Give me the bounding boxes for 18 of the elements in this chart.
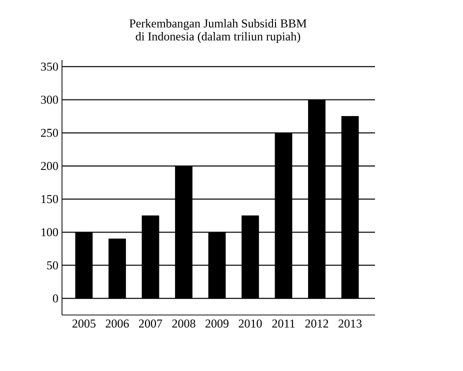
y-tick-label: 0 <box>52 294 58 302</box>
x-tick-label: 2006 <box>106 320 129 328</box>
x-tick-label: 2009 <box>206 320 229 328</box>
x-tick-label: 2010 <box>238 320 262 328</box>
x-tick-label: 2007 <box>139 320 162 328</box>
y-tick-label: 350 <box>41 62 58 71</box>
y-tick-label: 250 <box>41 128 58 137</box>
y-tick-label: 50 <box>47 261 58 270</box>
y-tick-label: 300 <box>41 96 58 104</box>
x-tick-label: 2012 <box>305 320 328 328</box>
chart-title: Perkembangan Jumlah Subsidi BBM di Indonesia (dalam triliun rupiah) <box>130 19 306 43</box>
x-tick-label: 2005 <box>72 320 96 328</box>
x-tick-label: 2013 <box>338 320 362 328</box>
y-tick-label: 200 <box>41 162 58 170</box>
x-tick-label: 2008 <box>172 320 196 328</box>
y-tick-label: 100 <box>42 228 58 236</box>
x-tick-label: 2011 <box>272 320 295 328</box>
y-tick-label: 150 <box>42 195 58 204</box>
